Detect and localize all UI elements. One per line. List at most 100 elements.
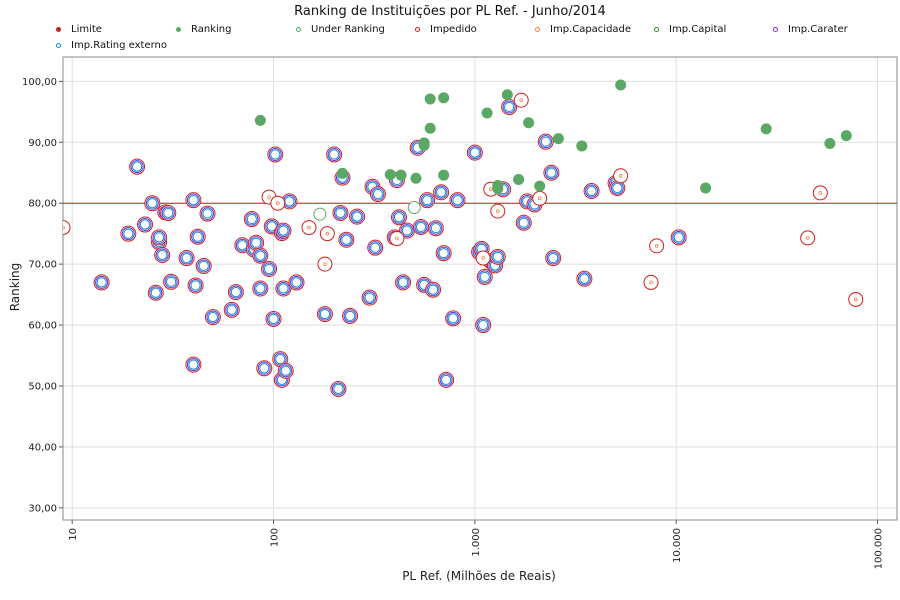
point-imp-capacidade [654,244,659,248]
x-tick-label: 10.000 [672,528,683,563]
point-ranking [840,130,852,142]
point-ring-rating [255,283,266,294]
point-imp-rating-externo [204,309,221,326]
point-ring-rating [492,251,503,262]
legend-item-imp-capital: Imp.Capital [654,24,726,35]
point-imp-capacidade [537,196,542,201]
legend-swatch [654,27,659,32]
point-ring-imp-capital [253,282,267,295]
point-imp-rating-externo [435,245,452,262]
point-imp-rating-externo [252,280,269,297]
point-ring-imp-capital [502,100,516,114]
point-imp-rating-externo [419,192,436,209]
point-ring-rating [422,195,433,206]
point-imp-rating-externo [256,360,273,377]
point-imp-rating-externo [160,204,177,221]
point-ranking [418,139,430,151]
point-ring-imp-capital [585,184,599,198]
point-ranking [336,167,348,179]
point-ring-rating [280,365,291,376]
point-ring-imp-capital [539,135,553,149]
point-ring-rating [270,149,281,160]
point-imp-rating-externo [178,250,195,267]
point-imp-capacidade [63,225,65,230]
point-impedido [270,195,286,211]
point-ring-imp-capital [164,275,178,289]
point-imp-capacidade [818,191,823,195]
point-imp-rating-externo [137,216,154,233]
point-ring-rating [341,234,352,245]
point-imp-rating-externo [543,164,560,181]
point-ranking [824,138,836,150]
point-impedido [317,256,333,272]
point-ring-imp-capital [517,216,531,230]
point-under-ranking [407,200,421,214]
point-ring-rating [612,182,623,194]
y-tick-label: 30,00 [28,503,57,514]
y-tick-label: 40,00 [28,442,57,453]
point-imp-rating-externo [316,306,333,323]
legend-swatch [773,27,778,32]
point-ring-rating [673,232,684,243]
point-ring-rating [259,363,270,374]
point-imp-rating-externo [267,146,284,163]
point-ranking [395,169,407,181]
point-imp-capacidade [395,236,399,241]
point-ring-rating [181,252,192,264]
point-imp-rating-externo [332,204,349,221]
point-imp-rating-externo [185,192,202,209]
point-ring-rating [344,310,356,322]
point-imp-rating-externo [265,310,282,327]
point-ranking [523,117,535,129]
point-ring-imp-capital [145,196,159,210]
point-imp-rating-externo [445,310,462,327]
point-ring-imp-capital [371,187,385,201]
point-ring-imp-capital [577,272,591,286]
point-ring-imp-capital [546,251,560,265]
point-ring-rating [469,147,480,158]
point-ring-rating [226,304,237,315]
legend-label: Imp.Rating externo [71,40,167,51]
legend-swatch [56,43,61,48]
point-ring-imp-capital [95,275,109,289]
legend-item-limite: Limite [56,24,102,35]
point-ranking [410,172,422,184]
point-imp-capacidade [618,173,623,178]
point-imp-rating-externo [576,270,593,287]
point-ring-rating [540,136,551,147]
point-imp-rating-externo [475,317,492,334]
point-ring-rating [329,149,340,160]
x-tick-label: 100.000 [873,528,884,569]
chart-title: Ranking de Instituições por PL Ref. - Ju… [294,4,606,19]
point-ring-imp-capital [396,275,410,289]
x-tick-label: 10 [68,528,79,541]
point-ring-rating [586,185,597,197]
point-imp-rating-externo [252,247,269,264]
point-ranking [534,180,546,192]
point-impedido [613,168,629,184]
point-imp-capacidade [519,98,524,103]
point-ring-rating [370,242,381,253]
point-ring-imp-capital [225,303,239,317]
point-ranking [513,173,525,185]
point-imp-rating-externo [466,144,483,161]
point-ring-rating [448,313,459,324]
point-ring-rating [393,212,405,223]
legend-label: Limite [71,24,102,35]
point-imp-rating-externo [537,133,554,150]
point-imp-rating-externo [120,225,137,242]
point-ring-rating [207,312,219,323]
point-ring-imp-capital [350,210,364,224]
point-imp-capacidade [481,256,485,260]
legend-item-imp-capacidade: Imp.Capacidade [535,24,631,35]
legend-label: Imp.Carater [788,24,848,35]
legend-swatch [415,27,420,32]
point-imp-rating-externo [261,261,278,278]
point-ring-rating [335,207,346,219]
point-imp-rating-externo [412,218,429,235]
legend-swatch [535,27,540,32]
point-imp-rating-externo [144,195,161,212]
point-ranking [760,123,772,135]
point-imp-rating-externo [326,146,343,163]
point-ring-imp-capital [276,224,290,238]
